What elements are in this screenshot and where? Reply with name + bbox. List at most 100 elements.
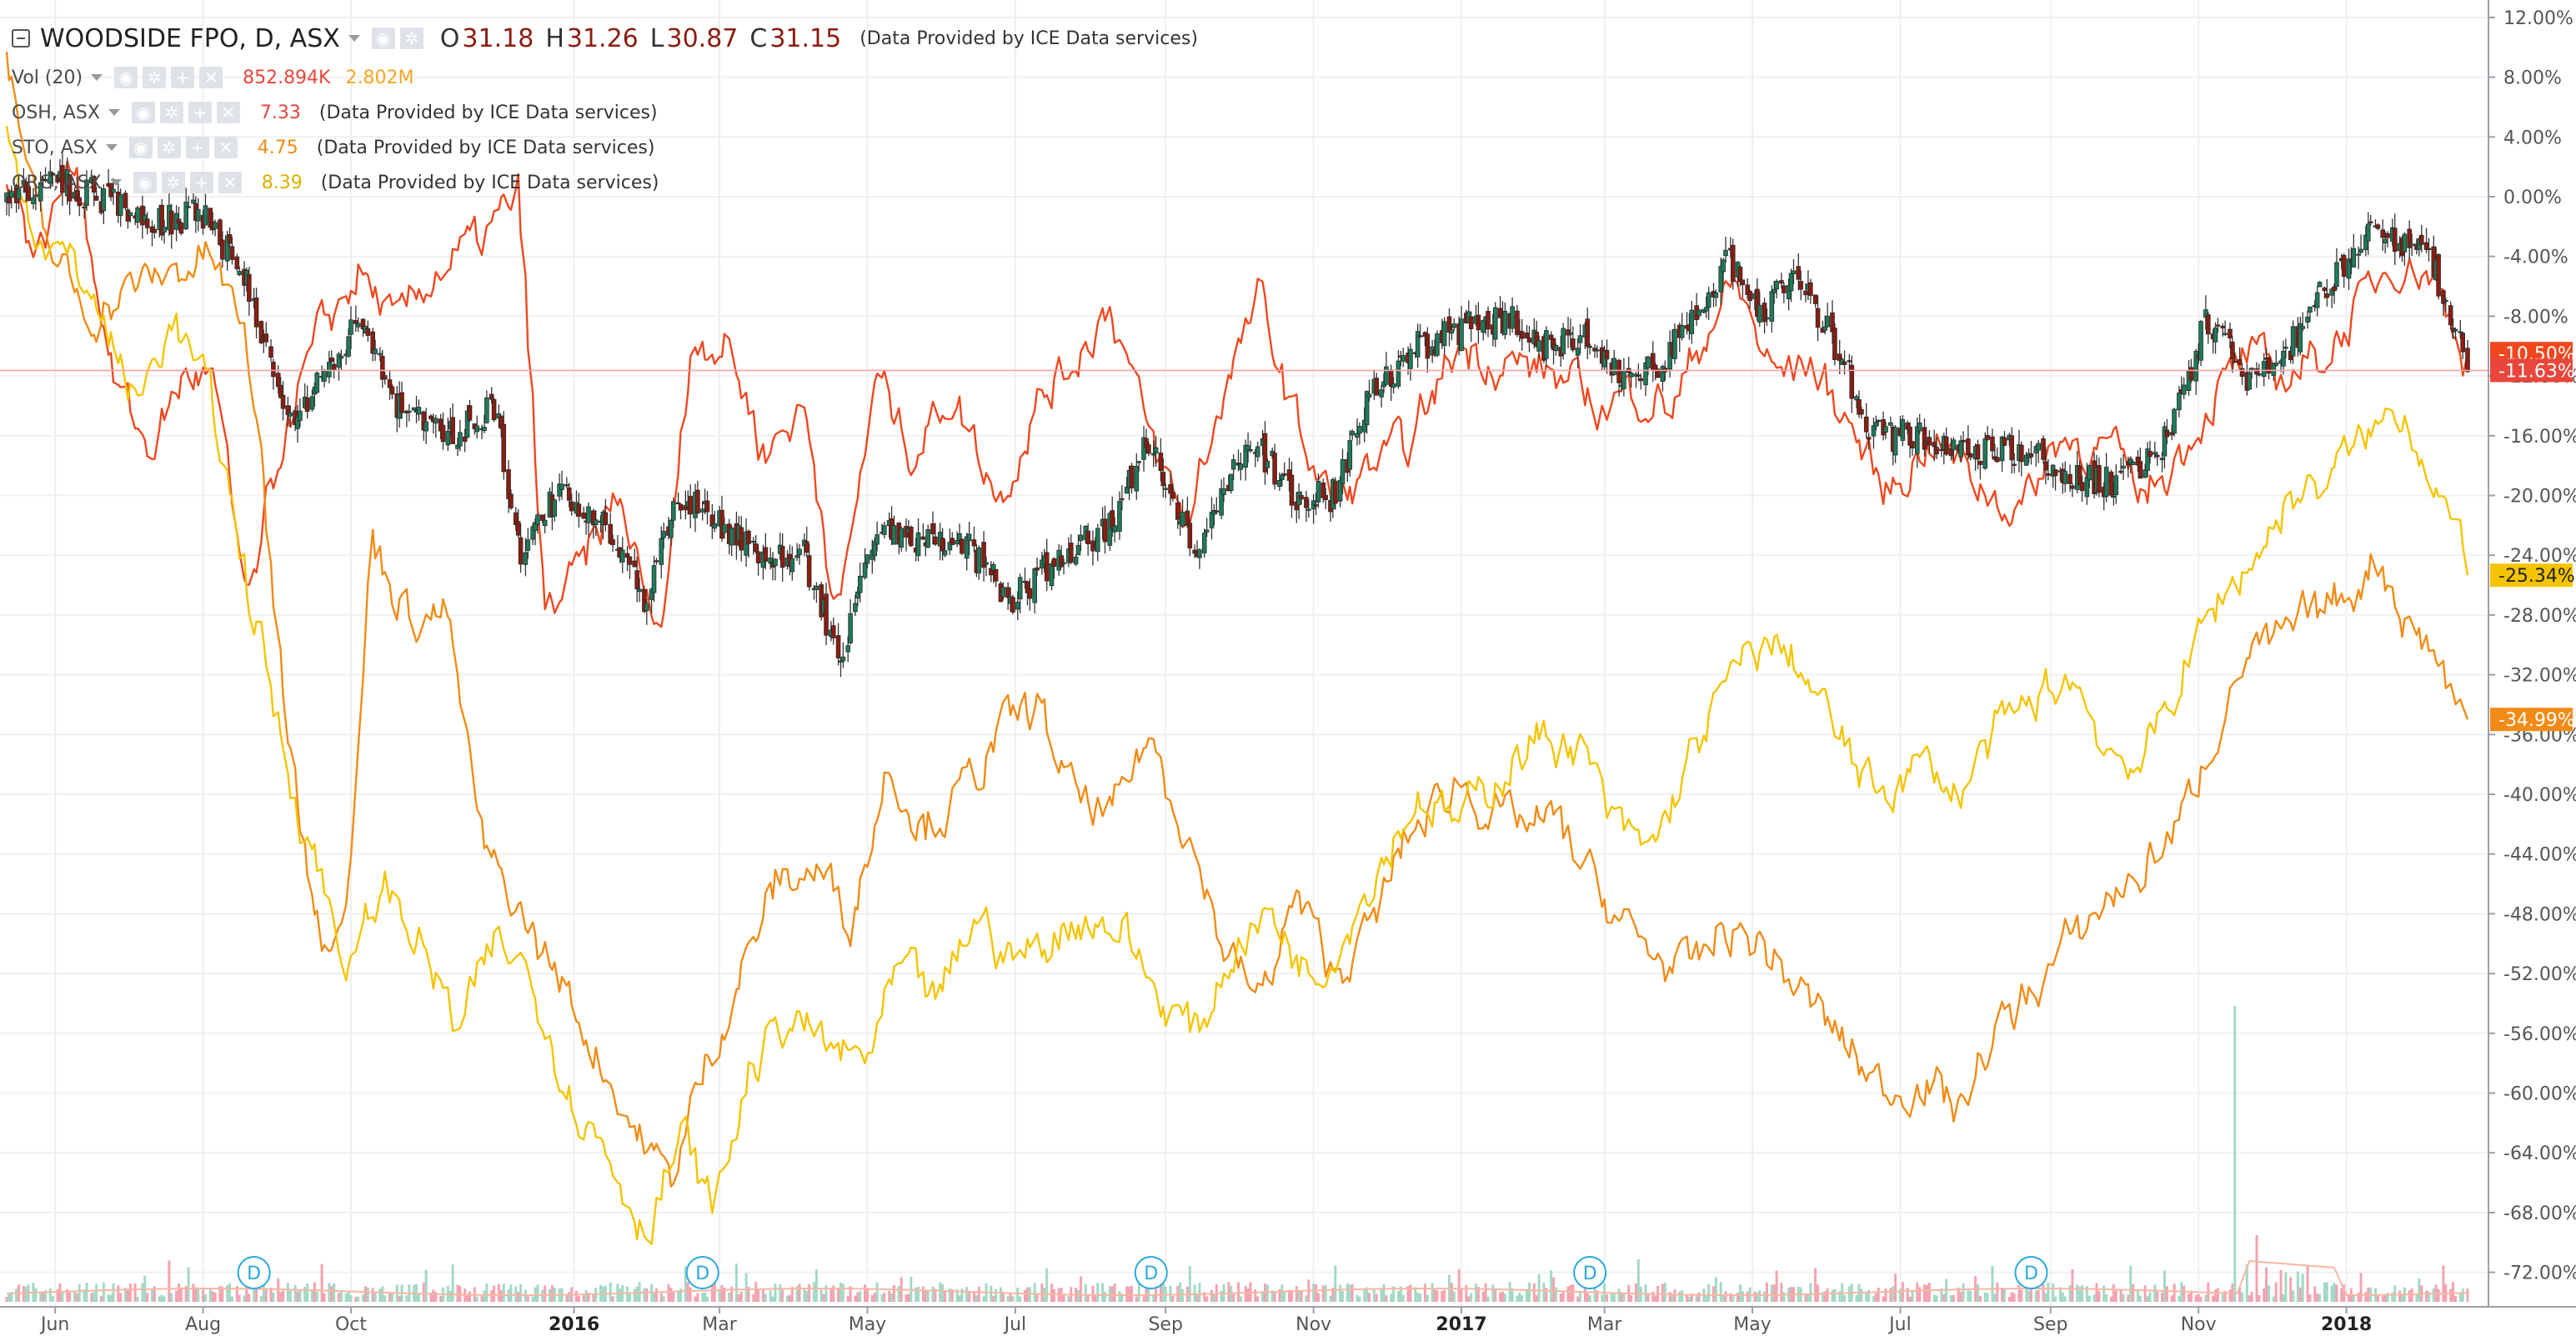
candle <box>2079 475 2085 503</box>
volume-bar <box>422 1282 425 1302</box>
volume-bar <box>774 1283 777 1302</box>
symbol-title[interactable]: WOODSIDE FPO, D, ASX <box>40 23 340 53</box>
volume-bar <box>832 1285 835 1302</box>
volume-bar <box>999 1287 1002 1302</box>
remove-x-icon[interactable]: ✕ <box>213 137 238 158</box>
y-tick-label: -60.00% <box>2503 1084 2576 1105</box>
volume-bar <box>333 1283 336 1302</box>
x-axis[interactable]: Jun Aug Oct 2016 Mar May Jul Sep Nov 2017 Mar May Ju… <box>0 1306 2576 1336</box>
volume-bar <box>2129 1265 2132 1302</box>
candle <box>1027 578 1033 611</box>
settings-gear-icon[interactable]: ✲ <box>399 28 423 49</box>
remove-x-icon[interactable]: ✕ <box>216 102 240 123</box>
visibility-eye-icon[interactable]: ◉ <box>133 172 157 193</box>
candle <box>2300 312 2306 332</box>
volume-bar <box>1673 1289 1676 1302</box>
volume-bar <box>2092 1294 2096 1302</box>
x-tick-label: Mar <box>1587 1314 1622 1335</box>
study-name-sto[interactable]: STO, ASX <box>12 137 98 158</box>
volume-bar <box>1535 1294 1538 1302</box>
symbol-menu-caret-icon[interactable] <box>348 35 360 42</box>
volume-bar <box>1001 1291 1005 1302</box>
candle <box>2232 352 2238 363</box>
add-plus-icon[interactable]: + <box>189 172 213 193</box>
remove-x-icon[interactable]: ✕ <box>218 172 242 193</box>
candle <box>619 537 625 573</box>
candle <box>149 220 155 247</box>
volume-bar <box>424 1269 428 1302</box>
volume-bar <box>99 1295 103 1302</box>
volume-bar <box>926 1290 930 1302</box>
candle <box>474 415 480 439</box>
study-menu-caret-icon[interactable] <box>105 144 118 151</box>
study-menu-caret-icon[interactable] <box>109 179 122 186</box>
volume-bar <box>194 1287 198 1302</box>
volume-bar <box>790 1287 794 1302</box>
settings-gear-icon[interactable]: ✲ <box>159 102 183 123</box>
volume-bar <box>1203 1292 1206 1302</box>
dividend-marker[interactable]: D <box>2014 1256 2048 1289</box>
candle <box>925 524 930 548</box>
candle <box>1866 433 1872 450</box>
y-axis[interactable]: 12.00%8.00%4.00%0.00%-4.00%-8.00%-12.00%… <box>2488 0 2576 1336</box>
dividend-marker[interactable]: D <box>237 1256 271 1289</box>
volume-bar <box>577 1296 580 1302</box>
volume-bar <box>917 1286 920 1302</box>
candle <box>268 339 273 362</box>
y-tick-label: -56.00% <box>2503 1024 2576 1045</box>
settings-gear-icon[interactable]: ✲ <box>157 137 181 158</box>
study-menu-caret-icon[interactable] <box>91 74 103 81</box>
volume-bar <box>1358 1296 1361 1302</box>
candle <box>1374 373 1380 396</box>
study-name-org[interactable]: ORG, ASX <box>12 172 102 193</box>
series-line-osh[interactable] <box>5 160 2469 628</box>
volume-bar <box>2359 1273 2363 1302</box>
visibility-eye-icon[interactable]: ◉ <box>114 67 138 88</box>
volume-bar <box>1193 1284 1196 1302</box>
volume-bar <box>1865 1292 1868 1302</box>
candle <box>1604 339 1610 374</box>
collapse-legend-button[interactable] <box>12 29 30 48</box>
add-plus-icon[interactable]: + <box>171 67 195 88</box>
candle <box>1379 384 1384 408</box>
candle <box>1585 307 1591 360</box>
volume-bar <box>1532 1283 1536 1302</box>
series-line-org[interactable] <box>5 126 2469 1245</box>
volume-bar <box>119 1293 123 1302</box>
add-plus-icon[interactable]: + <box>188 102 212 123</box>
volume-bar <box>1697 1292 1701 1302</box>
add-plus-icon[interactable]: + <box>185 137 209 158</box>
remove-x-icon[interactable]: ✕ <box>199 67 223 88</box>
last-value-label-osh: -34.99% <box>2490 708 2575 732</box>
visibility-eye-icon[interactable]: ◉ <box>131 102 155 123</box>
dividend-marker[interactable]: D <box>1134 1256 1168 1289</box>
candle <box>433 414 439 438</box>
volume-bar <box>2003 1288 2007 1302</box>
study-name-volume[interactable]: Vol (20) <box>12 67 83 88</box>
series-line-sto[interactable] <box>5 51 2469 1188</box>
volume-bar <box>1741 1291 1744 1302</box>
candle <box>2164 418 2170 445</box>
settings-gear-icon[interactable]: ✲ <box>143 67 167 88</box>
dividend-marker[interactable]: D <box>1573 1256 1607 1289</box>
visibility-eye-icon[interactable]: ◉ <box>371 28 395 49</box>
study-name-osh[interactable]: OSH, ASX <box>12 102 100 123</box>
candle <box>1757 291 1762 328</box>
candle <box>1502 302 1508 340</box>
main-series-candles[interactable] <box>4 151 2470 678</box>
volume-bar <box>1380 1289 1383 1302</box>
candle <box>1892 425 1898 463</box>
volume-bar <box>1481 1291 1485 1302</box>
settings-gear-icon[interactable]: ✲ <box>161 172 185 193</box>
volume-bar <box>1634 1283 1637 1302</box>
candle <box>957 523 962 546</box>
candle <box>1417 323 1423 338</box>
volume-bar <box>2432 1288 2435 1302</box>
visibility-eye-icon[interactable]: ◉ <box>128 137 153 158</box>
dividend-marker[interactable]: D <box>685 1256 719 1289</box>
candle <box>1830 300 1835 344</box>
volume-bar <box>1826 1288 1829 1302</box>
study-menu-caret-icon[interactable] <box>108 109 120 116</box>
candle <box>719 496 724 542</box>
